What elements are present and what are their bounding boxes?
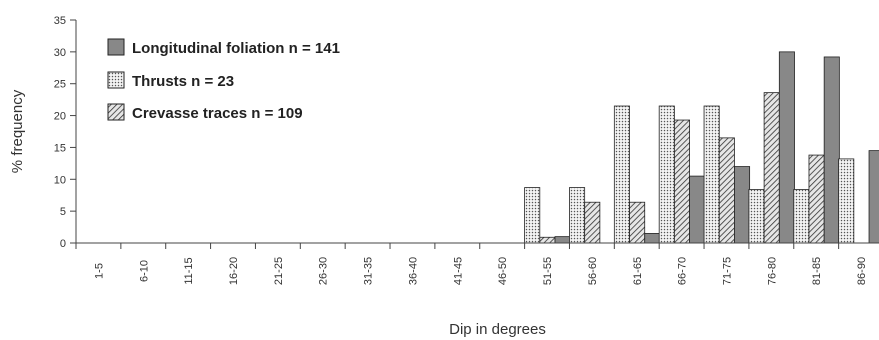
x-tick-label: 61-65 [632, 257, 644, 285]
y-tick-label: 25 [54, 79, 66, 91]
bar-solid-71-75 [734, 166, 751, 244]
bar-solid-66-70 [689, 175, 706, 244]
x-tick-label: 36-40 [407, 257, 419, 285]
bar-dots-56-60 [569, 187, 586, 244]
x-tick-label: 81-85 [811, 257, 823, 285]
x-tick-label: 16-20 [228, 257, 240, 285]
y-tick-label: 30 [54, 47, 66, 59]
x-tick-label: 46-50 [497, 257, 509, 285]
legend-swatch [107, 38, 125, 56]
bar-solid-61-65 [644, 233, 661, 244]
x-axis-title: Dip in degrees [449, 321, 546, 338]
x-tick-label: 11-15 [183, 257, 195, 284]
x-tick-label: 86-90 [856, 257, 868, 285]
bar-hatch-81-85 [808, 154, 825, 244]
bar-dots-51-55 [524, 187, 541, 244]
x-tick-label: 76-80 [766, 257, 778, 285]
x-tick-label: 41-45 [452, 257, 464, 285]
bar-dots-86-90 [838, 158, 855, 244]
y-tick-label: 15 [54, 142, 66, 154]
x-tick-label: 1-5 [93, 263, 105, 279]
bars [524, 51, 879, 244]
x-tick-label: 6-10 [138, 260, 150, 282]
bar-hatch-56-60 [584, 201, 601, 244]
y-axis-title: % frequency [9, 89, 26, 173]
y-tick-label: 10 [54, 174, 66, 186]
bar-solid-51-55 [554, 236, 571, 244]
bar-hatch-61-65 [629, 201, 646, 244]
bar-hatch-66-70 [673, 119, 690, 244]
bar-dots-81-85 [793, 189, 810, 244]
bar-solid-86-90 [868, 150, 879, 244]
x-tick-label: 31-35 [363, 257, 375, 285]
y-tick-label: 35 [54, 15, 66, 27]
y-tick-label: 20 [54, 111, 66, 123]
legend-swatch [107, 103, 125, 121]
legend-label: Thrusts n = 23 [132, 73, 234, 90]
x-tick-label: 51-55 [542, 257, 554, 285]
legend-label: Longitudinal foliation n = 141 [132, 40, 340, 57]
legend: Longitudinal foliation n = 141 Thrusts n … [107, 38, 340, 122]
x-tick-label: 71-75 [721, 257, 733, 285]
bar-solid-76-80 [778, 51, 795, 244]
y-tick-label: 0 [60, 238, 66, 250]
bar-dots-66-70 [658, 105, 675, 244]
x-tick-label: 66-70 [677, 257, 689, 285]
bar-solid-81-85 [823, 56, 840, 244]
legend-swatch [107, 71, 125, 89]
axes: 0 5 10 15 20 25 30 35 1-5 6-10 11-15 16-20 21-25 26-3… [54, 15, 879, 285]
x-tick-label: 56-60 [587, 257, 599, 285]
bar-hatch-76-80 [763, 92, 780, 244]
bar-dots-71-75 [703, 105, 720, 244]
x-tick-label: 21-25 [273, 257, 285, 285]
legend-label: Crevasse traces n = 109 [132, 105, 303, 122]
bar-hatch-51-55 [539, 236, 556, 244]
y-tick-label: 5 [60, 206, 66, 218]
bar-hatch-71-75 [718, 137, 735, 244]
x-tick-label: 26-30 [318, 257, 330, 285]
bar-dots-76-80 [748, 189, 765, 244]
bar-dots-61-65 [613, 105, 630, 244]
